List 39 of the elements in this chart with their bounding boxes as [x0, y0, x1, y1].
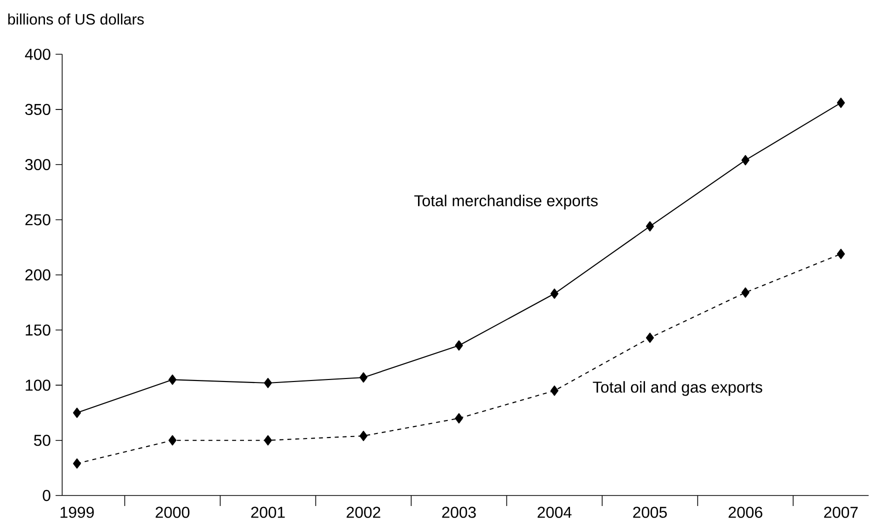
point [741, 155, 750, 166]
point [359, 430, 368, 442]
x-tick-label: 2004 [538, 506, 572, 518]
x-tick-label: 2005 [633, 506, 667, 518]
point [454, 413, 463, 424]
point [550, 386, 558, 396]
point [646, 332, 654, 343]
point [359, 372, 368, 383]
y-tick-label: 0 [42, 490, 50, 502]
y-tick-label: 300 [25, 158, 50, 170]
y-tick-label: 400 [24, 48, 50, 60]
y-tick-label: 150 [26, 324, 50, 336]
y-tick-label: 250 [25, 214, 50, 226]
x-tick-label: 2003 [442, 506, 476, 518]
point [264, 435, 272, 446]
x-tick-label: 2002 [346, 506, 380, 518]
point [836, 98, 845, 108]
x-tick-label: 2001 [251, 506, 285, 518]
point [454, 340, 463, 351]
y-tick-label: 200 [25, 269, 50, 280]
y-tick-label: 100 [26, 380, 50, 391]
x-tick-label: 2006 [728, 506, 762, 518]
point [836, 248, 845, 260]
y-axis-title: billions of US dollars [8, 14, 144, 25]
point [168, 374, 176, 385]
point [741, 287, 750, 298]
point [73, 458, 81, 469]
y-tick-label: 350 [25, 104, 50, 115]
x-tick-label: 1999 [60, 506, 94, 518]
point [73, 408, 81, 418]
point [550, 288, 558, 299]
y-tick-label: 50 [34, 434, 50, 446]
point [264, 378, 272, 388]
point [168, 435, 176, 446]
x-tick-label: 2007 [824, 506, 858, 518]
text: Total merchandise exports [414, 194, 598, 210]
series-label: Total oil and gas exports [592, 381, 762, 396]
point [646, 221, 654, 232]
x-tick-label: 2000 [156, 506, 190, 518]
